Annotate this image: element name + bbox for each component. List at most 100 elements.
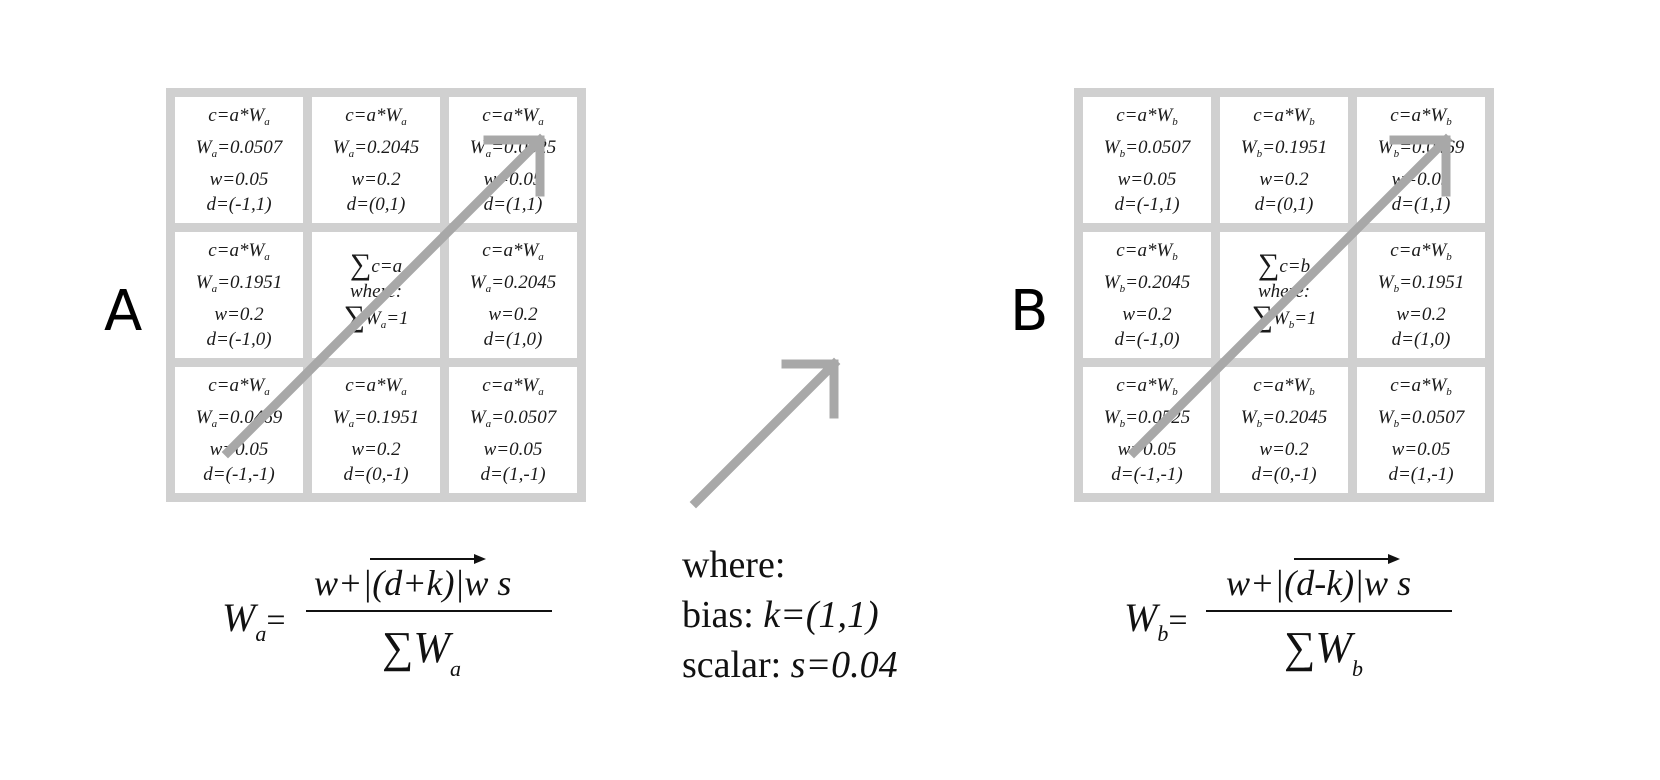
cell-weight: Wa=0.1951 (332, 407, 420, 430)
cell-weight: Wa=0.0525 (469, 137, 557, 160)
cell-weight: Wa=0.2045 (332, 137, 420, 160)
cell-w: w=0.05 (1117, 439, 1177, 460)
grid-cell: c=a*Wb Wb=0.1951 w=0.2 d=(0,1) (1220, 97, 1348, 223)
cell-w: w=0.2 (1122, 304, 1172, 325)
cell-direction: d=(0,-1) (343, 464, 409, 485)
cell-w: w=0.2 (488, 304, 538, 325)
cell-weight: Wb=0.0507 (1103, 137, 1191, 160)
cell-direction: d=(-1,0) (206, 329, 272, 350)
center-sum-constraint: ∑Wb=1 (1251, 300, 1317, 333)
formula-b: Wb= w+|(d-k)|w s ∑Wb (1124, 548, 1464, 698)
cell-w: w=0.05 (1117, 169, 1177, 190)
cell-formula: c=a*Wa (345, 375, 407, 398)
cell-direction: d=(-1,-1) (1111, 464, 1183, 485)
cell-direction: d=(1,1) (1391, 194, 1451, 215)
formula-a-vector-bar (370, 558, 480, 560)
grid-cell: c=a*Wa Wa=0.2045 w=0.2 d=(1,0) (449, 232, 577, 358)
formula-a-lhs: Wa= (222, 595, 286, 646)
formula-a-denominator: ∑Wa (382, 623, 462, 681)
cell-direction: d=(1,0) (483, 329, 543, 350)
formula-b-numerator: w+|(d-k)|w s (1226, 563, 1412, 603)
grid-cell: c=a*Wb Wb=0.2045 w=0.2 d=(0,-1) (1220, 367, 1348, 493)
grid-cell: c=a*Wa Wa=0.1951 w=0.2 d=(0,-1) (312, 367, 440, 493)
cell-weight: Wb=0.0525 (1103, 407, 1191, 430)
cell-direction: d=(1,-1) (1388, 464, 1454, 485)
grid-cell: c=a*Wa Wa=0.0525 w=0.05 d=(1,1) (449, 97, 577, 223)
formula-b-vector-head (1388, 554, 1400, 564)
cell-formula: c=a*Wb (1253, 375, 1315, 398)
cell-direction: d=(-1,1) (206, 194, 272, 215)
cell-w: w=0.05 (209, 439, 269, 460)
cell-formula: c=a*Wa (482, 105, 544, 128)
cell-formula: c=a*Wa (208, 105, 270, 128)
panel-a-grid: c=a*Wa Wa=0.0507 w=0.05 d=(-1,1) c=a*Wa Wa=0.… (166, 88, 586, 502)
grid-cell: ∑c=a where: ∑Wa=1 (312, 232, 440, 358)
cell-w: w=0.05 (209, 169, 269, 190)
grid-cell: c=a*Wa Wa=0.0507 w=0.05 d=(1,-1) (449, 367, 577, 493)
cell-formula: c=a*Wa (345, 105, 407, 128)
cell-w: w=0.2 (1259, 169, 1309, 190)
cell-direction: d=(0,-1) (1251, 464, 1317, 485)
center-sum-line: ∑c=a (349, 248, 403, 281)
cell-weight: Wa=0.0469 (195, 407, 283, 430)
formula-b-lhs: Wb= (1124, 595, 1188, 646)
cell-w: w=0.2 (351, 439, 401, 460)
cell-direction: d=(1,-1) (480, 464, 546, 485)
formula-a-fraction-bar (306, 610, 552, 612)
cell-formula: c=a*Wb (1116, 105, 1178, 128)
grid-cell: c=a*Wb Wb=0.2045 w=0.2 d=(-1,0) (1083, 232, 1211, 358)
cell-formula: c=a*Wb (1390, 105, 1452, 128)
center-arrowhead (781, 359, 839, 419)
grid-cell: c=a*Wb Wb=0.0507 w=0.05 d=(1,-1) (1357, 367, 1485, 493)
cell-w: w=0.05 (483, 439, 543, 460)
cell-w: w=0.2 (1259, 439, 1309, 460)
grid-cell: ∑c=b where: ∑Wb=1 (1220, 232, 1348, 358)
grid-cell: c=a*Wa Wa=0.2045 w=0.2 d=(0,1) (312, 97, 440, 223)
cell-formula: c=a*Wa (482, 375, 544, 398)
cell-direction: d=(1,0) (1391, 329, 1451, 350)
cell-direction: d=(1,1) (483, 194, 543, 215)
cell-formula: c=a*Wb (1390, 240, 1452, 263)
formula-a-vector-head (474, 554, 486, 564)
cell-w: w=0.2 (351, 169, 401, 190)
cell-direction: d=(0,1) (346, 194, 406, 215)
grid-cell: c=a*Wa Wa=0.0507 w=0.05 d=(-1,1) (175, 97, 303, 223)
formula-b-denominator: ∑Wb (1284, 623, 1364, 681)
cell-formula: c=a*Wb (1116, 240, 1178, 263)
cell-direction: d=(0,1) (1254, 194, 1314, 215)
cell-weight: Wb=0.2045 (1103, 272, 1191, 295)
cell-w: w=0.2 (1396, 304, 1446, 325)
legend-where: where: (682, 544, 786, 586)
center-arrow (689, 357, 841, 509)
center-sum-line: ∑c=b (1257, 248, 1311, 281)
grid-cell: c=a*Wa Wa=0.1951 w=0.2 d=(-1,0) (175, 232, 303, 358)
cell-weight: Wa=0.2045 (469, 272, 557, 295)
panel-a-label: A (104, 279, 143, 344)
cell-weight: Wa=0.1951 (195, 272, 283, 295)
grid-cell: c=a*Wb Wb=0.0525 w=0.05 d=(-1,-1) (1083, 367, 1211, 493)
grid-cell: c=a*Wb Wb=0.1951 w=0.2 d=(1,0) (1357, 232, 1485, 358)
cell-formula: c=a*Wa (208, 375, 270, 398)
formula-a-numerator: w+|(d+k)|w s (314, 563, 512, 603)
cell-weight: Wa=0.0507 (195, 137, 283, 160)
formula-a: Wa= w+|(d+k)|w s ∑Wa (222, 548, 562, 698)
cell-weight: Wb=0.0507 (1377, 407, 1465, 430)
cell-formula: c=a*Wa (208, 240, 270, 263)
panel-b-grid: c=a*Wb Wb=0.0507 w=0.05 d=(-1,1) c=a*Wb Wb=0.… (1074, 88, 1494, 502)
cell-w: w=0.05 (1391, 439, 1451, 460)
legend-scalar: scalar: s=0.04 (682, 644, 898, 686)
formula-b-vector-bar (1294, 558, 1394, 560)
cell-direction: d=(-1,1) (1114, 194, 1180, 215)
panel-b-label: B (1010, 279, 1049, 344)
center-sum-constraint: ∑Wa=1 (343, 300, 409, 333)
cell-weight: Wb=0.0469 (1377, 137, 1465, 160)
grid-cell: c=a*Wb Wb=0.0507 w=0.05 d=(-1,1) (1083, 97, 1211, 223)
cell-weight: Wa=0.0507 (469, 407, 557, 430)
cell-weight: Wb=0.2045 (1240, 407, 1328, 430)
cell-direction: d=(-1,-1) (203, 464, 275, 485)
cell-w: w=0.05 (483, 169, 543, 190)
legend: where: bias: k=(1,1) scalar: s=0.04 (682, 540, 898, 690)
cell-formula: c=a*Wa (482, 240, 544, 263)
cell-w: w=0.2 (214, 304, 264, 325)
